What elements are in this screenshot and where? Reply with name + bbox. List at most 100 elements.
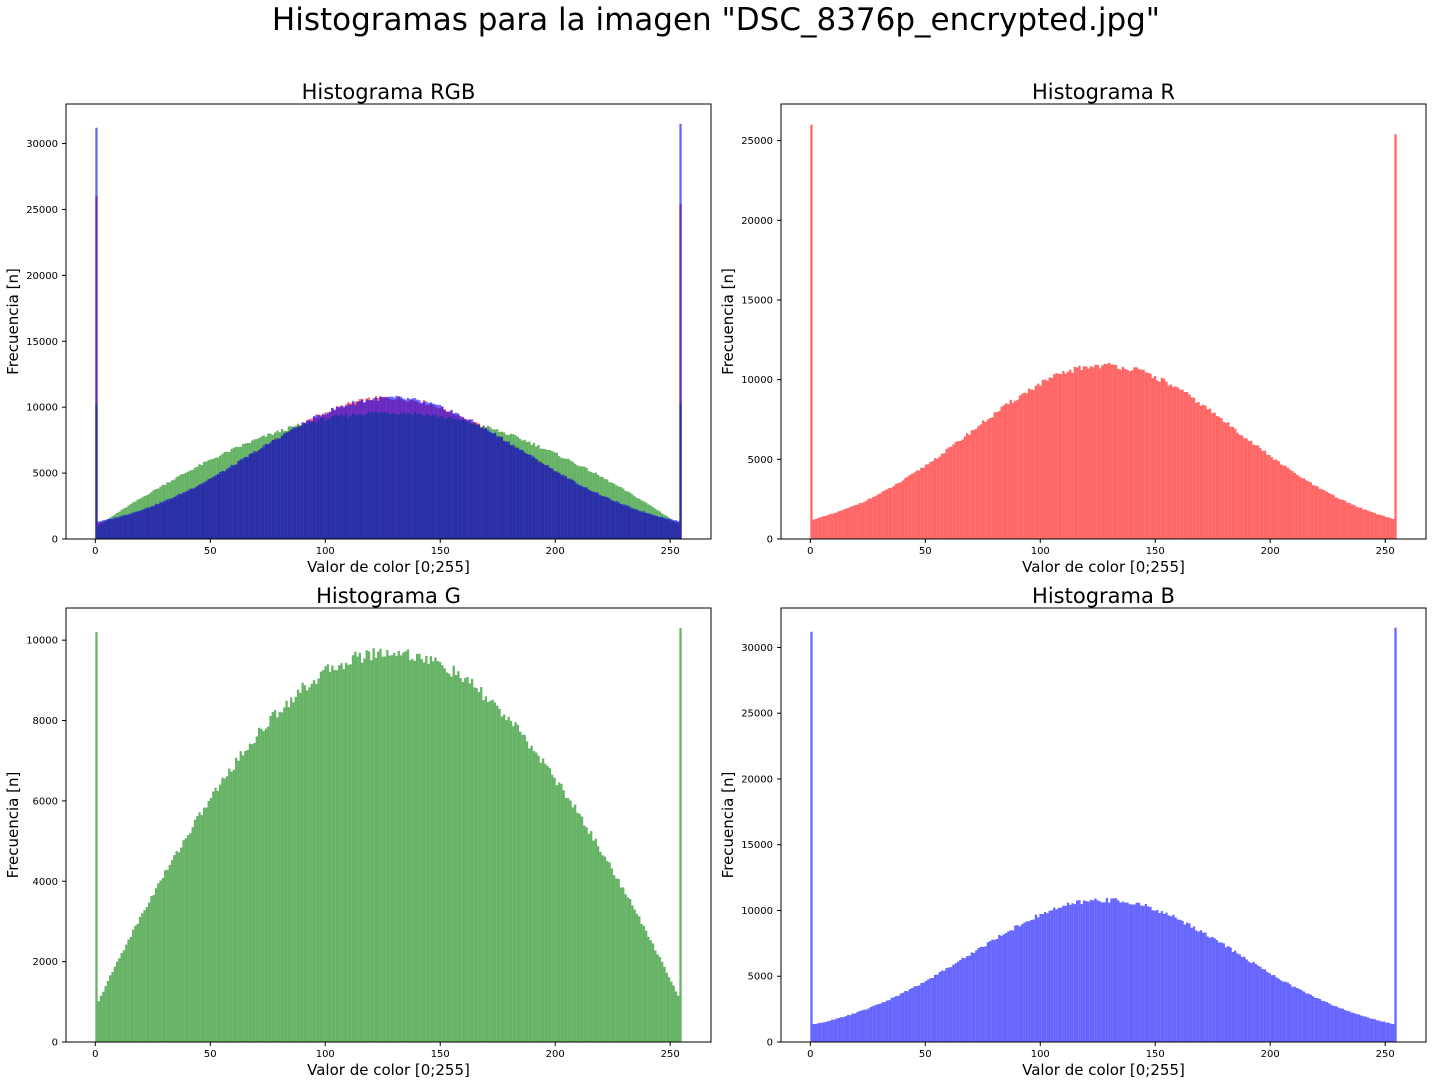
- x-axis-label: Valor de color [0;255]: [307, 558, 470, 576]
- histogram-bar: [198, 812, 201, 1042]
- histogram-bar: [904, 991, 907, 1042]
- histogram-bar: [1117, 900, 1120, 1042]
- histogram-bar: [574, 804, 577, 1042]
- histogram-bar: [1330, 494, 1333, 539]
- histogram-bar: [292, 427, 295, 539]
- histogram-bar: [381, 396, 384, 539]
- histogram-bar: [95, 127, 98, 539]
- histogram-bar: [324, 666, 327, 1042]
- histogram-bar: [1350, 504, 1354, 539]
- histogram-bar: [1169, 384, 1173, 539]
- histogram-bar: [466, 676, 469, 1042]
- histogram-bar: [1069, 904, 1072, 1042]
- histogram-bar: [145, 907, 148, 1042]
- histogram-bar: [1339, 499, 1342, 539]
- histogram-bar: [131, 512, 135, 539]
- histogram-bar: [608, 498, 611, 539]
- histogram-bar: [361, 662, 364, 1042]
- histogram-bar: [1057, 907, 1060, 1042]
- histogram-bar: [1002, 405, 1006, 539]
- histogram-bar: [214, 787, 217, 1042]
- histogram-bar: [125, 514, 128, 539]
- histogram-bar: [1392, 1023, 1395, 1042]
- histogram-bar: [578, 485, 581, 539]
- histogram-bar: [486, 429, 490, 539]
- histogram-bar: [413, 660, 416, 1042]
- chart-title: Histograma RGB: [302, 80, 476, 104]
- histogram-bar: [1005, 403, 1008, 539]
- histogram-bar: [631, 508, 634, 539]
- histogram-bar: [1362, 1016, 1365, 1042]
- chart-panel-1: 0 50 100 150 200 250 0 5000 10000 15000 20000 25000…: [4, 80, 712, 576]
- histogram-bar: [280, 712, 284, 1042]
- histogram-bar: [670, 519, 673, 539]
- histogram-bar: [940, 453, 944, 539]
- histogram-bar: [924, 464, 928, 539]
- histogram-bar: [587, 833, 591, 1042]
- y-tick-label: 10000: [741, 375, 773, 386]
- histogram-bar: [590, 831, 593, 1042]
- histogram-bar: [897, 483, 900, 539]
- histogram-bar: [1050, 377, 1054, 539]
- histogram-bar: [1389, 1023, 1393, 1042]
- histogram-bar: [95, 632, 98, 1042]
- histogram-bar: [1158, 913, 1161, 1042]
- histogram-bar: [296, 426, 300, 539]
- histogram-bar: [865, 500, 868, 539]
- histogram-bar: [294, 427, 297, 539]
- histogram-bar: [656, 516, 659, 539]
- histogram-bar: [379, 396, 382, 539]
- plot-frame: [780, 103, 1427, 540]
- histogram-bar: [1206, 409, 1209, 539]
- histogram-bar: [1337, 1007, 1340, 1042]
- histogram-bar: [129, 936, 132, 1042]
- histogram-bar: [617, 502, 620, 539]
- histogram-bar: [881, 1002, 884, 1042]
- histogram-bar: [528, 454, 531, 539]
- histogram-bar: [679, 628, 682, 1042]
- histogram-bar: [475, 424, 478, 539]
- histogram-bar: [872, 1006, 875, 1042]
- histogram-bar: [1279, 464, 1283, 539]
- histogram-bar: [1153, 375, 1157, 539]
- histogram-bar: [1046, 913, 1049, 1042]
- histogram-bar: [1314, 997, 1317, 1042]
- histogram-bar: [929, 978, 932, 1042]
- histogram-bar: [867, 1008, 870, 1042]
- chart-panel-2: 0 50 100 150 200 250 0 5000 10000 15000 20000 25000…: [719, 80, 1427, 576]
- histogram-bar: [842, 509, 845, 539]
- histogram-bar: [1307, 993, 1310, 1042]
- histogram-bar: [1302, 991, 1306, 1042]
- histogram-bar: [995, 938, 999, 1042]
- histogram-bar: [131, 929, 135, 1042]
- histogram-bar: [1369, 511, 1372, 539]
- histogram-bar: [445, 412, 449, 539]
- y-axis-label: Frecuencia [n]: [719, 772, 737, 879]
- histogram-bar: [901, 480, 905, 539]
- histogram-bar: [351, 655, 355, 1042]
- histogram-bar: [1273, 975, 1276, 1042]
- histogram-bar: [207, 479, 210, 539]
- histogram-bar: [104, 519, 107, 539]
- histogram-bar: [927, 464, 930, 539]
- histogram-bar: [931, 977, 934, 1042]
- histogram-bar: [1286, 982, 1290, 1042]
- histogram-bar: [269, 442, 272, 539]
- histogram-bar: [558, 782, 561, 1042]
- histogram-bar: [1002, 934, 1006, 1042]
- histogram-bar: [1156, 380, 1159, 539]
- histogram-bar: [640, 923, 643, 1042]
- series-blue: [95, 123, 682, 540]
- histogram-bar: [977, 947, 980, 1042]
- histogram-bar: [308, 687, 311, 1042]
- histogram-bar: [148, 902, 151, 1042]
- histogram-bar: [1037, 917, 1040, 1042]
- histogram-bar: [390, 655, 394, 1042]
- histogram-bar: [817, 1023, 820, 1042]
- histogram-bar: [1344, 500, 1347, 539]
- histogram-bar: [514, 448, 517, 539]
- histogram-bar: [333, 409, 336, 539]
- histogram-bar: [470, 678, 474, 1042]
- histogram-bar: [1199, 405, 1202, 539]
- histogram-bar: [301, 682, 304, 1042]
